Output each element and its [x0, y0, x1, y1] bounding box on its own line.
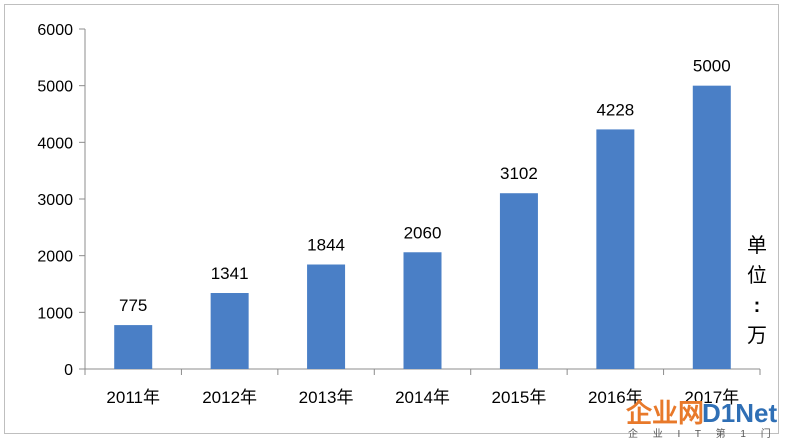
category-label: 2017年 — [684, 388, 739, 407]
labels: 775 2011年 1341 2012年 1844 2013年 2060 2014年 3102 2… — [106, 57, 767, 407]
data-label: 5000 — [693, 57, 731, 76]
chart-frame: 0 1000 2000 3000 4000 5000 6000 775 2011年 1341 20… — [4, 4, 779, 434]
bar — [499, 193, 538, 369]
unit-label-char: 单 — [747, 234, 767, 257]
bar — [596, 129, 635, 369]
bars — [114, 85, 731, 370]
unit-label-char: 万 — [747, 325, 767, 347]
y-tick-label: 1000 — [37, 305, 73, 322]
bar — [114, 325, 153, 369]
bar — [210, 293, 249, 369]
y-tick-label: 0 — [64, 362, 73, 379]
data-label: 3102 — [500, 164, 538, 183]
axes: 0 1000 2000 3000 4000 5000 6000 — [37, 22, 761, 379]
y-tick-label: 5000 — [37, 79, 73, 96]
y-tick-label: 6000 — [37, 22, 73, 39]
category-label: 2016年 — [588, 388, 643, 407]
category-label: 2012年 — [202, 388, 257, 407]
bar — [307, 264, 346, 369]
data-label: 4228 — [596, 100, 634, 119]
unit-label-char: : — [754, 295, 761, 317]
y-tick-label: 2000 — [37, 249, 73, 266]
unit-label-char: 位 — [747, 264, 767, 287]
category-label: 2013年 — [299, 388, 354, 407]
y-tick-label: 4000 — [37, 135, 73, 152]
category-label: 2014年 — [395, 388, 450, 407]
y-tick-label: 3000 — [37, 192, 73, 209]
bar — [692, 85, 731, 370]
data-label: 2060 — [404, 223, 442, 242]
bar — [403, 252, 442, 369]
data-label: 775 — [119, 296, 147, 315]
category-label: 2011年 — [106, 388, 160, 407]
bar-chart: 0 1000 2000 3000 4000 5000 6000 775 2011年 1341 20… — [37, 22, 767, 407]
data-label: 1844 — [307, 236, 345, 255]
data-label: 1341 — [211, 264, 249, 283]
category-label: 2015年 — [492, 388, 547, 407]
